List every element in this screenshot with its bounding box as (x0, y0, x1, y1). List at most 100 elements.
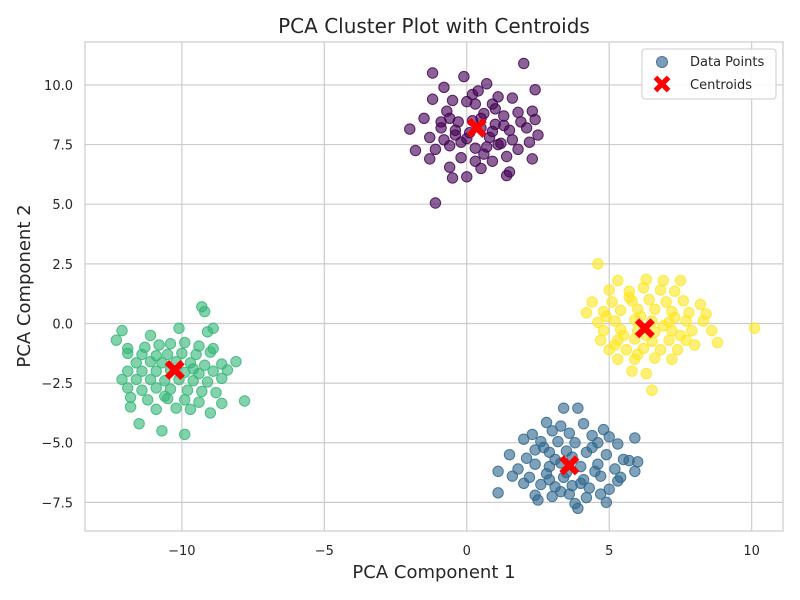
data-point (196, 385, 208, 398)
data-point (150, 403, 162, 416)
data-point (526, 153, 538, 165)
data-point (674, 329, 687, 342)
data-point (612, 438, 624, 450)
data-point (597, 324, 610, 337)
data-point (600, 310, 613, 323)
data-point (623, 454, 635, 467)
data-point (486, 125, 499, 138)
data-point (609, 463, 621, 475)
data-point (116, 324, 128, 337)
data-point (498, 110, 510, 122)
data-point (173, 322, 185, 334)
data-point (238, 395, 251, 407)
data-point (446, 94, 459, 107)
y-tick-label: 5.0 (52, 198, 73, 213)
data-point (609, 339, 621, 351)
data-point (589, 465, 601, 478)
data-point (198, 305, 211, 318)
legend-data-points-marker (656, 56, 668, 68)
data-point (540, 416, 553, 429)
data-point (520, 122, 533, 134)
data-point (612, 475, 624, 487)
data-point (438, 81, 450, 94)
data-point (176, 347, 188, 359)
data-point (629, 432, 641, 444)
data-point (144, 355, 157, 368)
data-point (424, 153, 436, 165)
data-point (669, 311, 681, 324)
data-point (161, 348, 174, 361)
tick-labels-layer: −10 −5 0 5 10 −7.5 −5.0 −2.5 0.0 2.5 5.0 7.5 10.0 (41, 79, 760, 559)
plot-frame (84, 41, 784, 532)
data-point (612, 353, 624, 365)
x-tick-label: −10 (168, 544, 195, 559)
data-point (429, 197, 442, 209)
y-tick-label: 10.0 (44, 79, 73, 94)
data-point (207, 365, 219, 377)
data-point (150, 365, 162, 377)
data-point (646, 384, 658, 396)
data-point (549, 453, 561, 466)
centroid-marker (634, 318, 655, 339)
data-point (617, 329, 630, 342)
data-point (643, 293, 655, 306)
data-point (122, 365, 134, 377)
data-point (409, 144, 422, 157)
data-point (489, 103, 501, 115)
data-point (586, 441, 598, 454)
data-point (529, 458, 541, 470)
data-point (512, 143, 524, 156)
data-point (546, 425, 558, 437)
data-point (612, 274, 624, 287)
chart-title: PCA Cluster Plot with Centroids (278, 14, 590, 38)
data-point (580, 307, 593, 319)
data-point (486, 155, 499, 167)
data-point (458, 70, 470, 83)
data-point (657, 320, 670, 332)
y-axis-title: PCA Component 2 (14, 204, 35, 367)
y-tick-label: 7.5 (52, 139, 73, 154)
data-point (620, 344, 633, 356)
centroid-layer (164, 117, 655, 476)
data-point (429, 143, 442, 156)
data-point (660, 296, 672, 308)
data-point (443, 161, 456, 173)
data-point (190, 348, 202, 361)
data-point (443, 140, 456, 152)
data-point (184, 403, 197, 416)
data-point (600, 496, 613, 509)
data-point (187, 375, 199, 387)
data-point (640, 367, 652, 380)
data-point (711, 336, 724, 349)
data-point (592, 316, 604, 328)
data-point (136, 365, 148, 377)
y-tick-label: −7.5 (41, 496, 73, 511)
plot-area-background (85, 42, 783, 531)
data-point (221, 364, 234, 376)
data-point (697, 315, 709, 327)
data-point (532, 494, 544, 506)
data-point (654, 284, 667, 296)
data-point (144, 329, 157, 342)
data-point (498, 119, 510, 132)
data-point (455, 151, 467, 164)
data-point (130, 357, 142, 369)
data-point (623, 291, 635, 303)
centroid-marker (164, 359, 185, 380)
data-point (520, 452, 533, 464)
data-point (466, 88, 479, 101)
data-point (575, 460, 587, 473)
x-tick-label: 0 (463, 544, 471, 559)
data-point (469, 155, 482, 167)
x-tick-label: 10 (743, 544, 760, 559)
data-point (204, 346, 217, 358)
legend-box (641, 48, 777, 100)
data-point (435, 116, 447, 128)
data-point (577, 417, 590, 430)
data-point (201, 376, 214, 388)
data-point (159, 390, 171, 402)
data-point (572, 502, 584, 515)
data-point (481, 78, 493, 90)
data-point (179, 394, 191, 406)
